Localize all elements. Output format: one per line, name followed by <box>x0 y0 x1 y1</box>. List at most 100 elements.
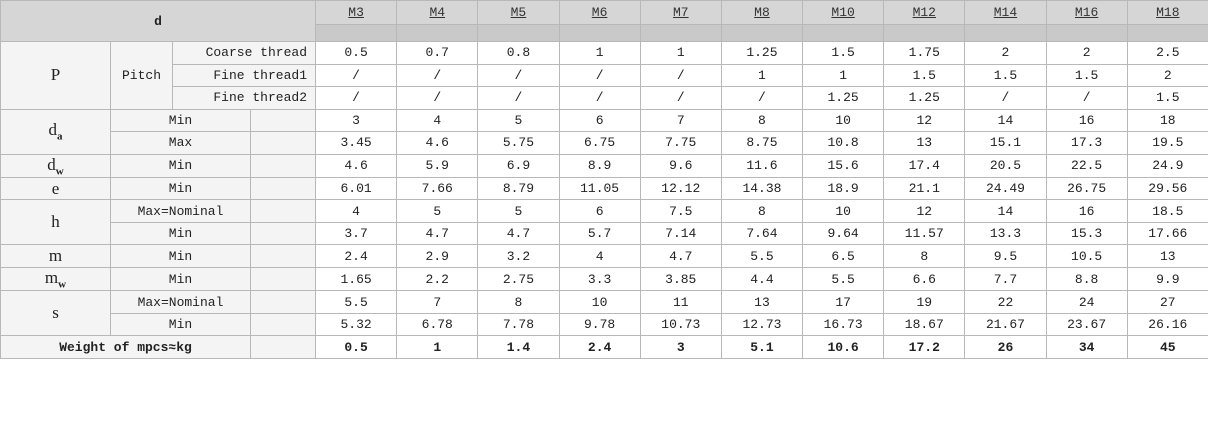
value-cell: 7.7 <box>964 266 1047 292</box>
value-cell: 5.7 <box>558 221 641 246</box>
data-row: m Min 2.4 2.9 3.2 4 4.7 5.5 6.5 8 9.5 10.5 13 <box>0 244 1208 268</box>
value-cell: 9.64 <box>802 221 885 246</box>
data-row: da Min 3 4 5 6 7 8 10 12 14 16 18 <box>0 108 1208 155</box>
row-label: Max=Nominal <box>110 199 251 223</box>
value-cell: 21.1 <box>883 176 966 201</box>
value-cell: 11.05 <box>558 176 641 201</box>
value-cell: 16 <box>1045 199 1128 223</box>
value-cell: 13 <box>883 131 966 155</box>
value-cell: 3.7 <box>314 221 398 246</box>
row-label: Max=Nominal <box>110 290 251 314</box>
value-cell: 6.75 <box>558 131 641 155</box>
value-cell: 9.5 <box>964 244 1047 268</box>
symbol: P <box>50 65 61 85</box>
value-cell: 8.75 <box>720 131 804 155</box>
value-cell: 7.75 <box>639 131 722 155</box>
value-cell: 3.45 <box>314 131 398 155</box>
row-label: Min <box>110 266 251 292</box>
symbol-cell: m <box>0 244 111 268</box>
value-cell: 7 <box>396 290 479 314</box>
row-label: Fine thread1 <box>172 63 316 87</box>
size-header: M14 <box>964 0 1047 25</box>
row-label: Min <box>110 176 251 201</box>
header-band-cell <box>720 24 804 42</box>
value-cell: 0.8 <box>477 41 560 65</box>
header-band-cell <box>558 24 641 42</box>
value-cell: 2.2 <box>396 266 479 292</box>
row-label: Fine thread2 <box>172 86 316 110</box>
value-cell: 9.6 <box>639 153 722 178</box>
value-cell: / <box>639 63 722 87</box>
data-row: Max 3.45 4.6 5.75 6.75 7.75 8.75 10.8 13 15.1 17.3… <box>1 131 1208 155</box>
value-cell: 5.5 <box>802 266 885 292</box>
value-cell: 7 <box>639 108 722 132</box>
value-cell: 2 <box>964 41 1047 65</box>
value-cell: 2.4 <box>314 244 398 268</box>
value-cell: 1.5 <box>1045 63 1128 87</box>
value-cell: 10 <box>802 199 885 223</box>
value-cell: 1.25 <box>802 86 885 110</box>
header-band-cell <box>802 24 885 42</box>
value-cell: 15.6 <box>802 153 885 178</box>
size-header: M16 <box>1045 0 1128 25</box>
value-cell: 4 <box>558 244 641 268</box>
empty-cell <box>250 131 316 155</box>
value-cell: 13 <box>720 290 804 314</box>
value-cell: 20.5 <box>964 153 1047 178</box>
value-cell: 13.3 <box>964 221 1047 246</box>
size-header: M4 <box>396 0 479 25</box>
value-cell: 2.4 <box>558 335 641 359</box>
value-cell: 24.9 <box>1126 153 1208 178</box>
value-cell: 18.9 <box>802 176 885 201</box>
value-cell: 0.5 <box>314 335 398 359</box>
value-cell: 6.78 <box>396 312 479 337</box>
symbol-subscript: w <box>58 278 67 291</box>
data-row: e Min 6.01 7.66 8.79 11.05 12.12 14.38 18.9 21.1 2… <box>0 176 1208 201</box>
value-cell: 14 <box>964 108 1047 132</box>
value-cell: 5.75 <box>477 131 560 155</box>
value-cell: 1 <box>558 41 641 65</box>
value-cell: 5.9 <box>396 153 479 178</box>
value-cell: 8 <box>720 199 804 223</box>
row-label: Coarse thread <box>172 41 316 65</box>
value-cell: 3.85 <box>639 266 722 292</box>
value-cell: 22.5 <box>1045 153 1128 178</box>
value-cell: 12.73 <box>720 312 804 337</box>
symbol: m <box>48 246 63 266</box>
value-cell: 10.8 <box>802 131 885 155</box>
value-cell: 24.49 <box>964 176 1047 201</box>
value-cell: 23.67 <box>1045 312 1128 337</box>
symbol-cell: s <box>0 290 111 337</box>
value-cell: / <box>639 86 722 110</box>
value-cell: 5 <box>477 199 560 223</box>
empty-cell <box>250 335 316 359</box>
value-cell: 11.6 <box>720 153 804 178</box>
value-cell: 3.2 <box>477 244 560 268</box>
value-cell: / <box>396 86 479 110</box>
value-cell: 5.5 <box>720 244 804 268</box>
row-label: Min <box>110 244 251 268</box>
row-label: Min <box>110 312 251 337</box>
value-cell: / <box>477 86 560 110</box>
value-cell: 9.9 <box>1126 266 1208 292</box>
value-cell: 16.73 <box>802 312 885 337</box>
header-band-cell <box>964 24 1047 42</box>
row-label: Min <box>110 108 251 132</box>
value-cell: 6.6 <box>883 266 966 292</box>
value-cell: 7.14 <box>639 221 722 246</box>
symbol-subscript: w <box>55 164 64 177</box>
value-cell: 11.57 <box>883 221 966 246</box>
data-row: Fine thread2// / / //1.25 1.25//1.5 <box>1 86 1208 110</box>
value-cell: 17 <box>802 290 885 314</box>
value-cell: 19 <box>883 290 966 314</box>
value-cell: 7.66 <box>396 176 479 201</box>
value-cell: 7.78 <box>477 312 560 337</box>
empty-cell <box>250 199 316 223</box>
header-band-cell <box>477 24 560 42</box>
value-cell: / <box>720 86 804 110</box>
data-row: P Pitch Coarse thread 0.5 0.7 0.8 1 1 1.25 1.5 1.7… <box>0 41 1208 110</box>
symbol: h <box>51 212 60 232</box>
value-cell: 2 <box>1126 63 1208 87</box>
value-cell: 10 <box>558 290 641 314</box>
value-cell: 5 <box>396 199 479 223</box>
